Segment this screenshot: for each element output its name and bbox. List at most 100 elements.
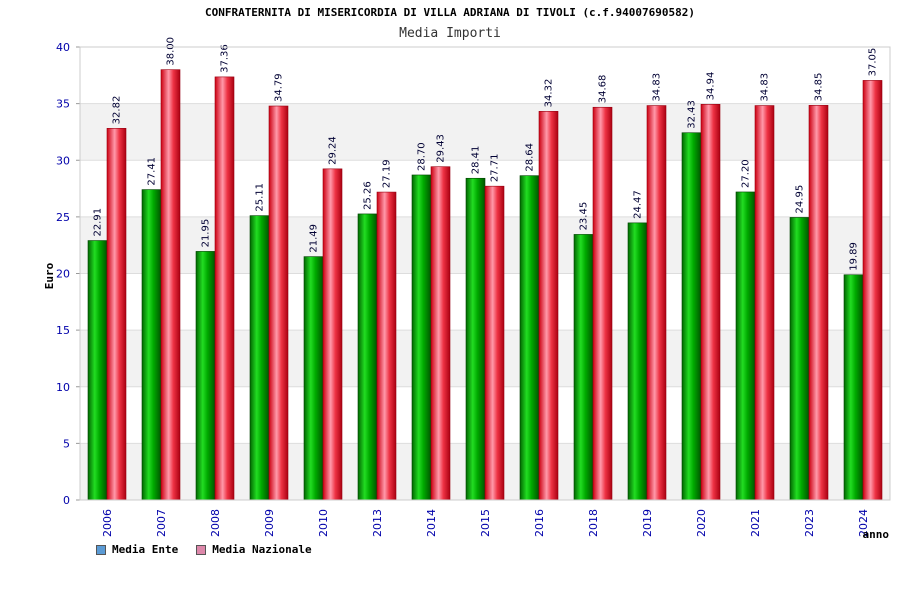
x-tick-label: 2021 — [749, 509, 762, 537]
bar-nazionale — [862, 80, 883, 501]
chart-subtitle: Media Importi — [399, 26, 501, 41]
bar-nazionale — [646, 105, 667, 501]
data-label: 29.24 — [328, 136, 339, 165]
x-tick-label: 2015 — [479, 509, 492, 537]
x-tick-label: 2008 — [209, 509, 222, 537]
data-label: 37.05 — [868, 48, 879, 77]
data-label: 25.11 — [255, 183, 266, 212]
bar-nazionale — [322, 168, 343, 501]
bar-nazionale — [484, 185, 505, 501]
bar-ente — [465, 177, 486, 501]
data-label: 27.20 — [741, 159, 752, 188]
y-tick-label: 40 — [56, 41, 70, 54]
data-label: 28.70 — [417, 142, 428, 171]
bar-nazionale — [592, 106, 613, 501]
legend: Media Ente Media Nazionale — [96, 543, 312, 556]
legend-label-ente: Media Ente — [112, 543, 179, 556]
bar-ente — [573, 234, 594, 501]
data-label: 34.83 — [760, 73, 771, 102]
data-label: 22.91 — [93, 208, 104, 237]
x-tick-label: 2013 — [371, 509, 384, 537]
x-tick-label: 2016 — [533, 509, 546, 537]
data-labels: 22.91 32.82 27.41 38.00 21.95 37.36 25.11 34.79… — [93, 37, 879, 271]
data-label: 34.85 — [814, 73, 825, 102]
data-label: 19.89 — [849, 242, 860, 271]
y-tick-label: 25 — [56, 211, 70, 224]
bar-nazionale — [214, 76, 235, 501]
x-tick-label: 2010 — [317, 509, 330, 537]
legend-item-ente: Media Ente — [96, 543, 178, 556]
bar-nazionale — [376, 191, 397, 501]
x-tick-label: 2020 — [695, 509, 708, 537]
x-tick-label: 2006 — [101, 509, 114, 537]
x-tick-label: 2019 — [641, 509, 654, 537]
data-label: 28.41 — [471, 146, 482, 175]
legend-swatch-ente — [96, 544, 106, 555]
data-label: 32.43 — [687, 100, 698, 129]
legend-item-nazionale: Media Nazionale — [196, 543, 312, 556]
data-label: 25.26 — [363, 181, 374, 210]
bar-nazionale — [160, 69, 181, 501]
bar-ente — [303, 256, 324, 501]
data-label: 24.47 — [633, 190, 644, 219]
data-label: 27.19 — [382, 159, 393, 188]
y-tick-label: 35 — [56, 98, 70, 111]
plot-border — [79, 46, 891, 501]
data-label: 28.64 — [525, 143, 536, 172]
y-axis-label: Euro — [43, 262, 56, 289]
bar-ente — [735, 191, 756, 501]
x-tick-label: 2018 — [587, 509, 600, 537]
data-label: 24.95 — [795, 185, 806, 214]
y-tick-label: 30 — [56, 154, 70, 167]
y-tick-label: 20 — [56, 268, 70, 281]
bar-ente — [519, 175, 540, 501]
bar-nazionale — [538, 111, 559, 501]
data-label: 34.94 — [706, 72, 717, 101]
bar-nazionale — [106, 128, 127, 501]
bar-nazionale — [808, 105, 829, 501]
x-tick-label: 2024 — [857, 509, 870, 537]
data-label: 32.82 — [112, 96, 123, 125]
data-label: 27.71 — [490, 154, 501, 183]
x-tick-label: 2014 — [425, 509, 438, 537]
data-label: 37.36 — [220, 44, 231, 73]
data-label: 29.43 — [436, 134, 447, 163]
y-tick-label: 0 — [63, 494, 70, 507]
data-label: 27.41 — [147, 157, 158, 186]
axes: 0 5 10 15 20 25 30 35 40 2006 2007 2008 2009 2010 2013… — [56, 41, 891, 537]
bar-ente — [249, 215, 270, 501]
data-label: 34.79 — [274, 73, 285, 102]
x-axis-label: anno — [863, 528, 890, 541]
bar-ente — [357, 213, 378, 501]
data-label: 34.83 — [652, 73, 663, 102]
bar-nazionale — [754, 105, 775, 501]
x-tick-label: 2007 — [155, 509, 168, 537]
bar-ente — [681, 132, 702, 501]
data-label: 38.00 — [166, 37, 177, 66]
y-tick-label: 5 — [63, 437, 70, 450]
bar-ente — [195, 251, 216, 501]
data-label: 21.49 — [309, 224, 320, 253]
data-label: 34.68 — [598, 75, 609, 104]
bar-nazionale — [430, 166, 451, 501]
bar-ente — [843, 274, 864, 501]
bar-ente — [141, 189, 162, 501]
data-label: 23.45 — [579, 202, 590, 231]
bar-ente — [87, 240, 108, 501]
bars — [87, 69, 883, 501]
data-label: 34.32 — [544, 79, 555, 108]
legend-swatch-nazionale — [196, 544, 207, 555]
legend-label-nazionale: Media Nazionale — [212, 543, 312, 556]
bar-nazionale — [700, 104, 721, 501]
bar-ente — [411, 174, 432, 501]
x-tick-label: 2023 — [803, 509, 816, 537]
x-tick-label: 2009 — [263, 509, 276, 537]
data-label: 21.95 — [201, 219, 212, 248]
bar-nazionale — [268, 105, 289, 501]
y-tick-label: 15 — [56, 324, 70, 337]
y-tick-label: 10 — [56, 381, 70, 394]
chart-title: CONFRATERNITA DI MISERICORDIA DI VILLA A… — [204, 6, 696, 19]
bar-ente — [789, 217, 810, 501]
bar-ente — [627, 222, 648, 501]
